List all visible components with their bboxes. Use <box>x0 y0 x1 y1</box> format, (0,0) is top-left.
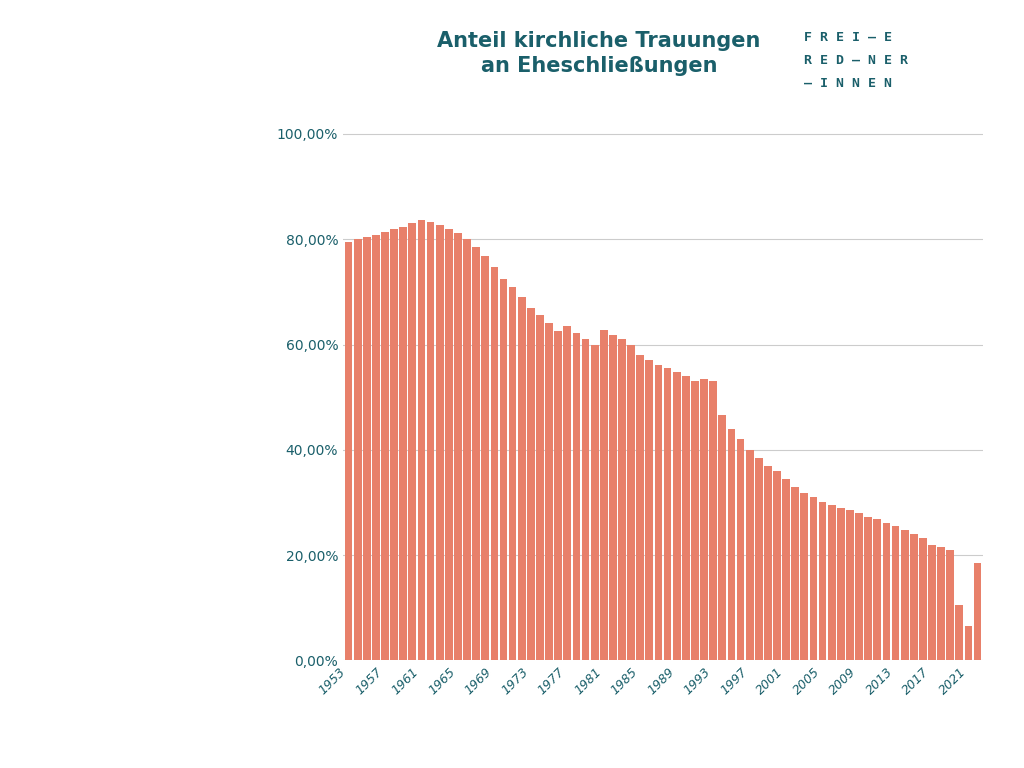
Bar <box>454 233 462 660</box>
Bar <box>782 478 790 660</box>
Text: In den Jahren 2020
und 2021 lag der Wert
aufgrund der Corona-
Pandemie noch
nied: In den Jahren 2020 und 2021 lag der Wert… <box>49 553 222 657</box>
Bar <box>418 220 425 660</box>
Bar <box>353 239 361 660</box>
Bar <box>645 360 653 660</box>
Bar <box>636 355 644 660</box>
Bar <box>965 626 973 660</box>
Bar <box>792 487 799 660</box>
Bar <box>810 497 817 660</box>
Bar <box>481 256 489 660</box>
Bar <box>582 339 590 660</box>
Bar <box>518 297 525 660</box>
Bar <box>390 229 398 660</box>
Bar <box>362 237 371 660</box>
Bar <box>745 450 754 660</box>
Bar <box>928 545 936 660</box>
Bar <box>381 232 389 660</box>
Bar <box>345 242 352 660</box>
Bar <box>545 323 553 660</box>
Bar <box>864 517 872 660</box>
Bar <box>572 333 581 660</box>
Bar <box>537 315 544 660</box>
Bar <box>910 534 918 660</box>
Bar <box>827 505 836 660</box>
Bar <box>955 605 964 660</box>
Bar <box>563 326 571 660</box>
Bar <box>837 508 845 660</box>
Bar <box>846 511 854 660</box>
Bar <box>755 458 763 660</box>
Bar <box>509 286 516 660</box>
Bar <box>773 471 781 660</box>
Bar <box>527 308 535 660</box>
Bar <box>673 372 681 660</box>
Bar <box>700 379 708 660</box>
Text: Von 1953 ist der Anteil
der kirchlichen
Trauungen in
Deutschland stark
gesunken.: Von 1953 ist der Anteil der kirchlichen … <box>48 100 223 204</box>
Text: Während 1960 noch
über 83% der
Brautpaare kirchlich
heirateten, traf dies
2022 n: Während 1960 noch über 83% der Brautpaar… <box>57 307 214 455</box>
Bar <box>801 493 808 660</box>
Bar <box>654 365 663 660</box>
Bar <box>946 550 954 660</box>
Bar <box>883 522 890 660</box>
Bar <box>500 279 507 660</box>
Text: F R E I — E
R E D – N E R
— I N N E N: F R E I — E R E D – N E R — I N N E N <box>804 31 908 90</box>
Bar <box>436 226 443 660</box>
Bar <box>600 329 607 660</box>
Bar <box>736 439 744 660</box>
Bar <box>664 368 672 660</box>
Bar <box>710 382 717 660</box>
Bar <box>409 223 416 660</box>
Bar <box>490 266 499 660</box>
Bar <box>609 335 616 660</box>
Bar <box>974 563 981 660</box>
Bar <box>463 239 471 660</box>
Bar <box>937 548 945 660</box>
Bar <box>444 229 453 660</box>
Bar <box>819 502 826 660</box>
Bar <box>727 429 735 660</box>
Bar <box>892 526 899 660</box>
Bar <box>873 519 882 660</box>
Bar <box>427 222 434 660</box>
Bar <box>372 235 380 660</box>
Bar <box>691 382 698 660</box>
Bar <box>919 538 927 660</box>
Bar <box>591 345 599 660</box>
Bar <box>901 530 908 660</box>
Bar <box>855 513 863 660</box>
Bar <box>618 339 626 660</box>
Bar <box>554 331 562 660</box>
Bar <box>764 465 772 660</box>
Bar <box>472 247 480 660</box>
Bar <box>399 227 408 660</box>
Text: Anteil kirchliche Trauungen
an Eheschließungen: Anteil kirchliche Trauungen an Eheschlie… <box>437 31 761 76</box>
Bar <box>682 376 690 660</box>
Bar <box>628 345 635 660</box>
Bar <box>719 415 726 660</box>
